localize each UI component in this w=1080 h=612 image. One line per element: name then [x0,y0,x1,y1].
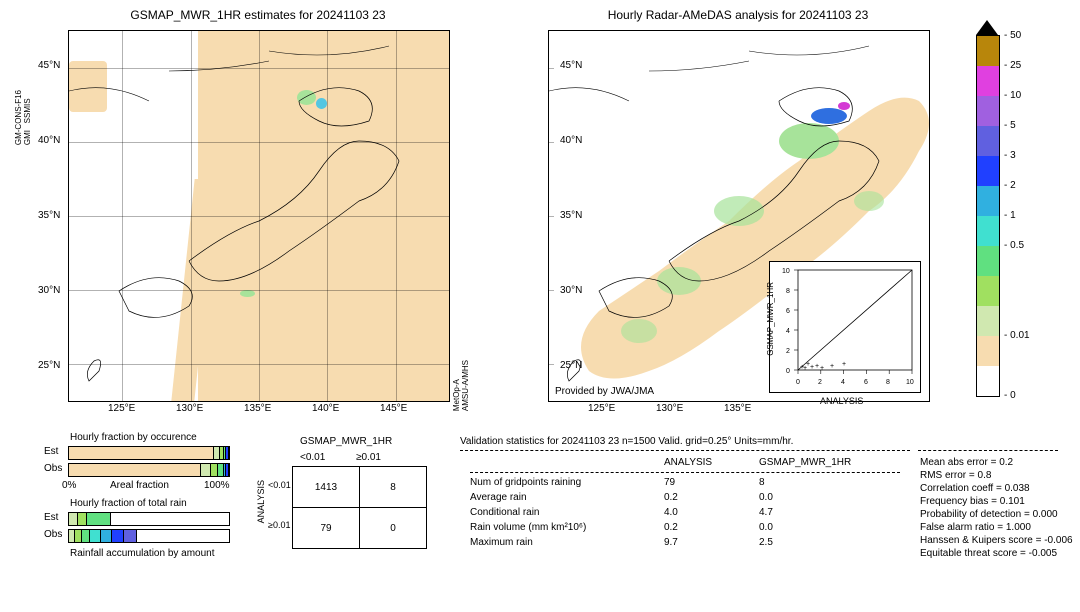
ct-row2: ≥0.01 [268,520,290,530]
ytick: 25°N [38,360,60,371]
right-map-title: Hourly Radar-AMeDAS analysis for 2024110… [548,8,928,22]
stats-list: Mean abs error = 0.2RMS error = 0.8Corre… [920,456,1073,560]
occ-bar-est [68,446,230,460]
svg-text:+: + [810,364,814,371]
svg-text:+: + [842,361,846,368]
svg-text:6: 6 [786,308,790,315]
validation-table: ANALYSISGSMAP_MWR_1HR Num of gridpoints … [460,454,910,551]
occ-axis-label: Areal fraction [110,480,169,491]
xtick: 125°E [108,403,135,414]
ct-row-axis: ANALYSIS [256,480,266,523]
svg-text:2: 2 [818,379,822,386]
ct-col1: <0.01 [300,452,325,463]
occ-bar-obs [68,463,230,477]
total-rain-title: Hourly fraction of total rain [70,498,187,509]
xtick: 130°E [656,403,683,414]
contingency-table: 14138 790 [292,466,427,549]
right-side-label: MetOp-A AMSU-A/MHS [452,360,470,411]
right-map: Provided by JWA/JMA 0246810 0246810 +++ … [548,30,930,402]
svg-text:10: 10 [782,268,790,275]
colorbar-arrow-icon [976,20,998,35]
ct-row1: <0.01 [268,480,291,490]
svg-text:+: + [815,363,819,370]
svg-text:+: + [820,365,824,372]
svg-text:10: 10 [906,379,914,386]
tr-legend: Rainfall accumulation by amount [70,548,215,559]
ytick: 30°N [560,285,582,296]
occurrence-title: Hourly fraction by occurence [70,432,197,443]
ytick: 40°N [38,135,60,146]
tr-bar-obs [68,529,230,543]
inset-ylabel: GSMAP_MWR_1HR [766,282,775,356]
validation-title: Validation statistics for 20241103 23 n=… [460,436,793,447]
svg-text:0: 0 [786,368,790,375]
ct-col2: ≥0.01 [356,452,381,463]
svg-text:4: 4 [786,328,790,335]
ytick: 35°N [560,210,582,221]
colorbar [976,35,1000,397]
left-map-title: GSMAP_MWR_1HR estimates for 20241103 23 [68,8,448,22]
xtick: 145°E [380,403,407,414]
ytick: 40°N [560,135,582,146]
colorbar-labels: - 50- 25- 10- 5- 3- 2- 1- 0.5- 0.01- 0 [1004,30,1044,400]
svg-text:8: 8 [886,379,890,386]
xtick: 140°E [312,403,339,414]
provider-label: Provided by JWA/JMA [555,386,654,397]
tr-row-est: Est [44,512,58,523]
ytick: 25°N [560,360,582,371]
occ-row-obs: Obs [44,463,62,474]
xtick: 135°E [244,403,271,414]
occ-row-est: Est [44,446,58,457]
svg-text:4: 4 [841,379,845,386]
tr-row-obs: Obs [44,529,62,540]
inset-scatter: 0246810 0246810 +++ +++ ++ ANALYSIS GSMA… [769,261,921,393]
svg-text:6: 6 [864,379,868,386]
xtick: 125°E [588,403,615,414]
svg-text:0: 0 [796,379,800,386]
ytick: 45°N [38,60,60,71]
svg-text:8: 8 [786,288,790,295]
occ-axis-right: 100% [204,480,230,491]
tr-bar-est [68,512,230,526]
ytick: 30°N [38,285,60,296]
svg-text:+: + [830,363,834,370]
left-map [68,30,450,402]
xtick: 135°E [724,403,751,414]
inset-xlabel: ANALYSIS [820,396,863,406]
left-side-label: GM-CONS-F16 GMI SSMIS [14,90,32,145]
ytick: 45°N [560,60,582,71]
xtick: 130°E [176,403,203,414]
occ-axis-left: 0% [62,480,76,491]
svg-text:2: 2 [786,348,790,355]
ct-title: GSMAP_MWR_1HR [300,436,392,447]
ytick: 35°N [38,210,60,221]
